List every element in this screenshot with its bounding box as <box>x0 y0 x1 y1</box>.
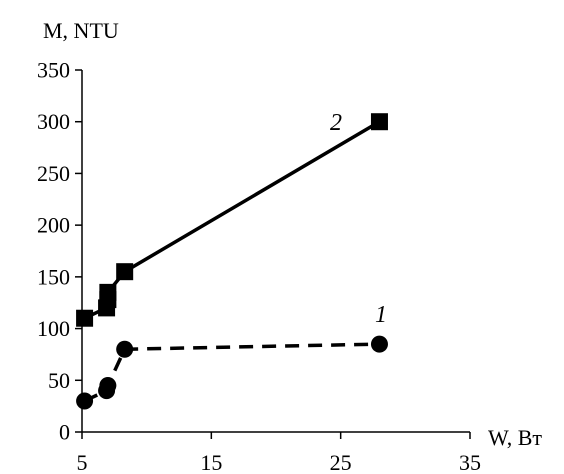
series-2-point <box>116 263 134 281</box>
ticks: 0 50 100 150 200 250 300 350 5 15 25 35 <box>37 58 481 474</box>
series-1-point <box>76 392 94 410</box>
y-tick-label: 100 <box>37 316 70 341</box>
x-tick-label: 25 <box>330 450 352 474</box>
y-tick-label: 300 <box>37 109 70 134</box>
x-tick-label: 5 <box>77 450 88 474</box>
markers <box>76 113 388 410</box>
y-tick-label: 250 <box>37 161 70 186</box>
y-tick-label: 150 <box>37 264 70 289</box>
y-tick-label: 350 <box>37 58 70 83</box>
series-2-point <box>76 309 94 327</box>
y-tick-label: 50 <box>48 368 70 393</box>
series-2-label: 2 <box>330 110 342 136</box>
y-tick-label: 200 <box>37 213 70 238</box>
series-1-point <box>370 335 388 353</box>
series-1-label: 1 <box>375 302 387 328</box>
y-tick-label: 0 <box>59 420 70 445</box>
series-2-point <box>99 283 117 301</box>
series-lines <box>83 120 381 403</box>
series-2-line <box>83 120 381 320</box>
x-tick-label: 35 <box>459 450 481 474</box>
y-axis-label: M, NTU <box>43 18 119 43</box>
x-tick-label: 15 <box>200 450 222 474</box>
axes <box>81 70 470 433</box>
series-1-point <box>116 340 134 358</box>
series-1-point <box>99 376 117 394</box>
series-2-point <box>370 113 388 131</box>
x-axis-label: W, Вт <box>488 425 542 450</box>
